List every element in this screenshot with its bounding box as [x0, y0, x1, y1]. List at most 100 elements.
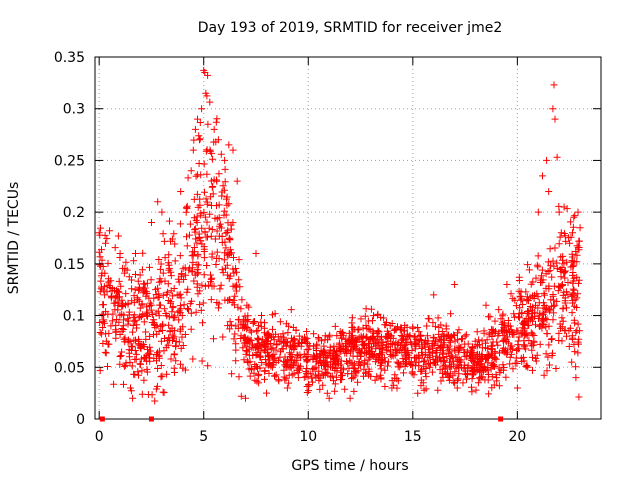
data-point	[183, 204, 190, 212]
data-point	[184, 305, 191, 312]
data-point	[455, 326, 463, 334]
data-point	[125, 317, 132, 325]
data-point	[519, 319, 527, 327]
data-point	[550, 296, 558, 304]
data-point	[361, 312, 369, 320]
data-point	[198, 240, 206, 248]
data-point	[207, 193, 215, 201]
data-point	[131, 286, 139, 294]
data-point	[345, 339, 353, 347]
data-point	[240, 356, 248, 364]
outlier-point	[524, 363, 532, 371]
data-point	[213, 248, 221, 256]
data-point	[292, 326, 300, 334]
data-point	[197, 209, 205, 217]
data-point	[111, 244, 119, 252]
data-point	[411, 345, 419, 353]
data-point	[348, 314, 356, 322]
data-point	[530, 341, 538, 349]
data-point	[198, 224, 206, 232]
data-point	[148, 311, 156, 318]
data-point	[152, 291, 160, 298]
data-point	[116, 331, 124, 338]
data-point	[482, 344, 490, 352]
data-point	[488, 353, 496, 361]
data-point	[434, 314, 442, 322]
data-point	[272, 371, 280, 379]
data-point	[193, 213, 201, 221]
data-point	[428, 368, 436, 376]
data-point	[159, 320, 167, 328]
data-point	[495, 382, 503, 390]
outlier-point	[534, 208, 542, 216]
data-point	[576, 327, 584, 335]
data-point	[439, 349, 447, 357]
data-point	[136, 304, 144, 312]
outlier-point	[482, 301, 490, 309]
data-point	[519, 301, 527, 308]
data-point	[159, 269, 167, 277]
data-point	[480, 327, 488, 335]
data-point	[425, 315, 433, 323]
data-point	[569, 253, 577, 261]
data-point	[138, 390, 146, 398]
outlier-point	[325, 394, 333, 402]
data-point	[347, 359, 355, 367]
data-point	[440, 341, 448, 349]
data-point	[486, 313, 494, 321]
data-point	[481, 376, 489, 384]
data-point	[192, 225, 200, 233]
data-point	[150, 294, 158, 302]
data-point	[354, 378, 362, 386]
data-point	[203, 170, 211, 178]
data-point	[230, 269, 238, 277]
data-point	[227, 321, 235, 329]
data-point	[377, 374, 385, 382]
data-point	[290, 370, 298, 378]
data-point	[180, 301, 188, 309]
data-point	[482, 355, 489, 363]
data-point	[489, 338, 497, 346]
data-point	[341, 385, 349, 393]
data-point	[555, 329, 563, 337]
data-point	[222, 244, 230, 252]
data-point	[237, 392, 245, 400]
data-point	[349, 374, 357, 382]
data-point	[331, 387, 339, 395]
data-point	[155, 278, 163, 286]
data-point	[205, 281, 213, 289]
data-point	[468, 375, 476, 383]
data-point	[488, 333, 496, 340]
outlier-point	[225, 141, 233, 149]
data-point	[193, 283, 201, 291]
outlier-point	[129, 394, 137, 402]
data-point	[201, 228, 209, 236]
data-point	[559, 317, 567, 325]
data-point	[445, 363, 453, 371]
data-point	[250, 369, 258, 377]
data-point	[223, 261, 231, 269]
data-point	[429, 344, 437, 352]
outlier-point	[127, 384, 134, 392]
data-point	[456, 345, 463, 353]
data-point	[157, 337, 165, 345]
data-point	[202, 195, 210, 203]
data-point	[135, 335, 142, 343]
data-point	[334, 353, 342, 361]
data-point	[514, 337, 522, 345]
data-point	[250, 344, 258, 352]
data-point	[372, 345, 380, 353]
data-point	[569, 223, 577, 231]
data-point	[314, 334, 322, 341]
data-point	[421, 356, 428, 364]
data-point	[143, 365, 151, 373]
data-point	[140, 318, 148, 326]
data-point	[333, 367, 341, 375]
data-point	[324, 369, 332, 377]
data-point	[258, 312, 265, 319]
data-point	[172, 342, 180, 350]
outlier-point	[191, 125, 199, 133]
data-point	[515, 313, 522, 321]
data-point	[190, 277, 198, 285]
x-tick-label: 15	[404, 429, 422, 445]
